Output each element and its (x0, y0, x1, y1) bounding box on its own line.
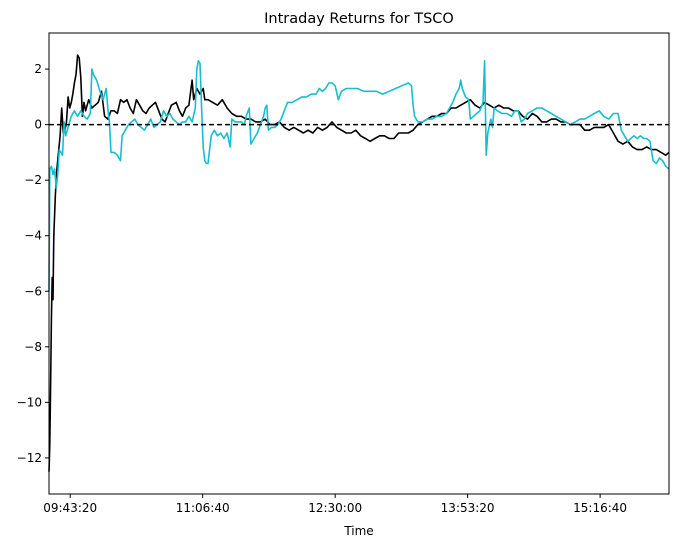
x-tick-label: 12:30:00 (308, 501, 362, 515)
y-tick-label: −12 (17, 451, 42, 465)
y-axis: −12 −10 −8 −6 −4 −2 0 2 (17, 62, 49, 465)
x-tick-label: 09:43:20 (43, 501, 97, 515)
series-line-0 (48, 54, 670, 472)
y-tick-label: −10 (17, 395, 42, 409)
plot-frame (48, 32, 670, 495)
y-tick-label: −2 (24, 173, 42, 187)
y-tick-label: 2 (34, 62, 42, 76)
x-tick-label: 11:06:40 (176, 501, 230, 515)
x-tick-label: 13:53:20 (441, 501, 495, 515)
series-layer (48, 54, 670, 472)
chart-title: Intraday Returns for TSCO (264, 11, 454, 27)
y-tick-label: −8 (24, 340, 42, 354)
series-line-1 (48, 60, 670, 292)
x-axis-label: Time (343, 524, 373, 538)
y-tick-label: −4 (24, 229, 42, 243)
x-axis: 09:43:20 11:06:40 12:30:00 13:53:20 15:16:40 (43, 494, 627, 515)
x-tick-label: 15:16:40 (573, 501, 627, 515)
y-tick-label: −6 (24, 284, 42, 298)
y-tick-label: 0 (34, 118, 42, 132)
